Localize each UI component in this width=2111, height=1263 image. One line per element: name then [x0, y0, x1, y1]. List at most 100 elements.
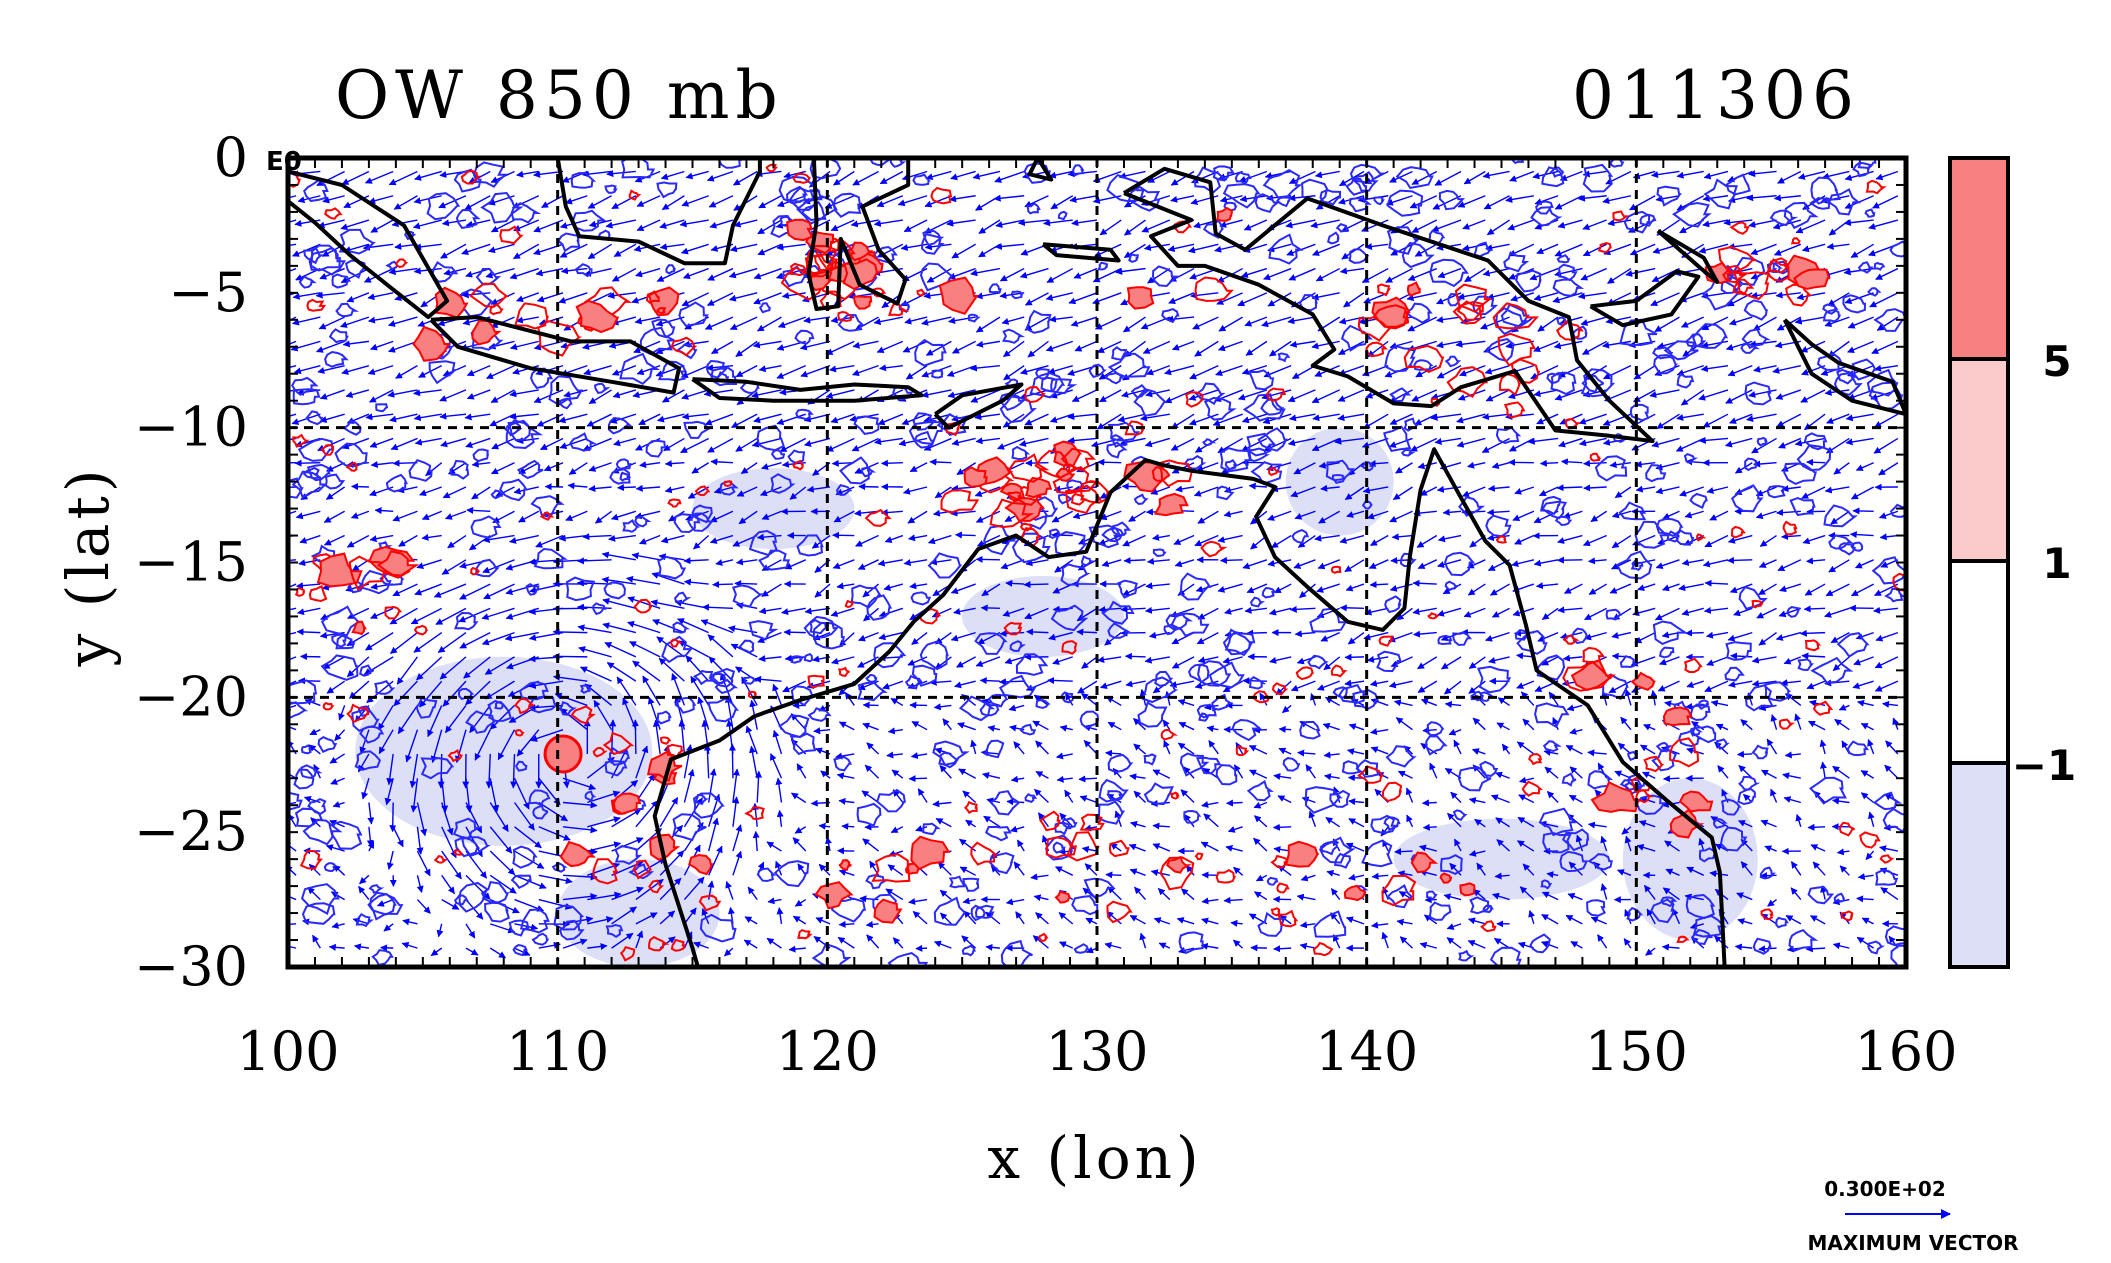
wind-vector [330, 777, 345, 785]
wind-vector [776, 413, 806, 426]
wind-vector [776, 907, 784, 924]
wind-vector [497, 729, 516, 761]
wind-vector [378, 729, 394, 755]
wind-vector [288, 607, 297, 611]
negative-ow-region [355, 656, 653, 846]
wind-vector [732, 170, 758, 186]
wind-vector [864, 823, 879, 831]
wind-vector [658, 657, 685, 682]
wind-vector [908, 775, 928, 783]
wind-vector [441, 850, 462, 880]
wind-vector [390, 437, 418, 451]
wind-vector [740, 462, 758, 475]
wind-vector [416, 656, 443, 681]
wind-vector [322, 656, 345, 669]
wind-vector [377, 705, 394, 731]
wind-vector [733, 219, 758, 228]
x-tick-label: 110 [506, 1020, 609, 1083]
wind-vector [661, 195, 685, 211]
wind-vector [288, 680, 297, 686]
wind-vector [295, 510, 321, 520]
wind-vector [636, 364, 661, 375]
wind-vector [288, 195, 297, 199]
wind-vector [514, 947, 531, 956]
wind-vector [1023, 581, 1049, 589]
wind-vector [611, 267, 637, 282]
wind-vector [677, 618, 709, 634]
wind-vector [735, 558, 758, 566]
wind-vector [754, 675, 782, 683]
wind-vector [638, 534, 661, 545]
wind-vector [516, 729, 540, 757]
wind-vector [351, 559, 370, 572]
wind-vector [701, 603, 733, 611]
wind-vector [495, 486, 515, 497]
wind-vector [1273, 945, 1292, 953]
y-top-suffix: E0 [266, 147, 302, 177]
wind-vector [704, 316, 734, 330]
wind-vector [509, 340, 539, 351]
wind-vector [509, 534, 539, 544]
wind-vector [998, 678, 1025, 686]
wind-vector [635, 857, 666, 876]
wind-vector [728, 292, 758, 302]
wind-vector [331, 922, 345, 929]
wind-vector [735, 365, 758, 378]
wind-vector [691, 462, 710, 474]
wind-vector [1124, 652, 1146, 660]
wind-vector [559, 243, 588, 258]
wind-vector [538, 874, 573, 885]
ow-contour [786, 218, 814, 242]
wind-vector [782, 680, 807, 693]
wind-vector [758, 655, 782, 663]
wind-vector [562, 938, 588, 949]
wind-vector [419, 486, 442, 497]
wind-vector [441, 802, 454, 836]
wind-vector [635, 800, 659, 828]
cyclone-core [543, 734, 583, 774]
wind-vector [579, 666, 612, 682]
wind-vector [610, 510, 637, 521]
wind-vector [734, 580, 758, 588]
wind-vector [288, 583, 297, 589]
wind-vector [441, 874, 455, 895]
wind-vector [442, 680, 467, 707]
wind-vector [288, 389, 297, 393]
wind-vector [367, 841, 375, 852]
wind-vector [732, 850, 743, 876]
wind-vector [712, 581, 733, 589]
wind-vector [329, 753, 346, 764]
wind-vector [767, 897, 782, 905]
wind-vector [414, 583, 442, 596]
wind-vector [601, 576, 636, 585]
ow-contour [963, 466, 988, 488]
wind-vector [389, 802, 397, 833]
wind-vector [659, 243, 685, 251]
wind-vector [784, 654, 806, 662]
wind-vector [288, 437, 297, 441]
wind-vector [677, 640, 710, 658]
wind-vector [656, 413, 685, 423]
wind-vector [582, 533, 612, 541]
ow-contour [1126, 286, 1155, 310]
wind-vector [661, 389, 685, 403]
wind-vector [530, 729, 564, 742]
wind-vector [693, 535, 710, 550]
wind-vector [1339, 604, 1364, 612]
wind-vector [612, 389, 637, 399]
wind-vector [1799, 629, 1826, 637]
wind-vector [678, 719, 686, 755]
wind-vector [528, 680, 564, 689]
wind-vector [376, 898, 394, 907]
wind-vector [729, 316, 758, 330]
wind-vector [660, 170, 685, 180]
wind-vector [288, 413, 297, 418]
wind-vector [582, 437, 612, 451]
wind-vector [880, 459, 903, 467]
wind-vector [732, 824, 743, 852]
wind-vector [1344, 653, 1364, 661]
wind-vector [484, 656, 515, 675]
wind-vector [309, 728, 321, 736]
wind-vector [704, 413, 734, 426]
wind-vector [374, 507, 394, 515]
